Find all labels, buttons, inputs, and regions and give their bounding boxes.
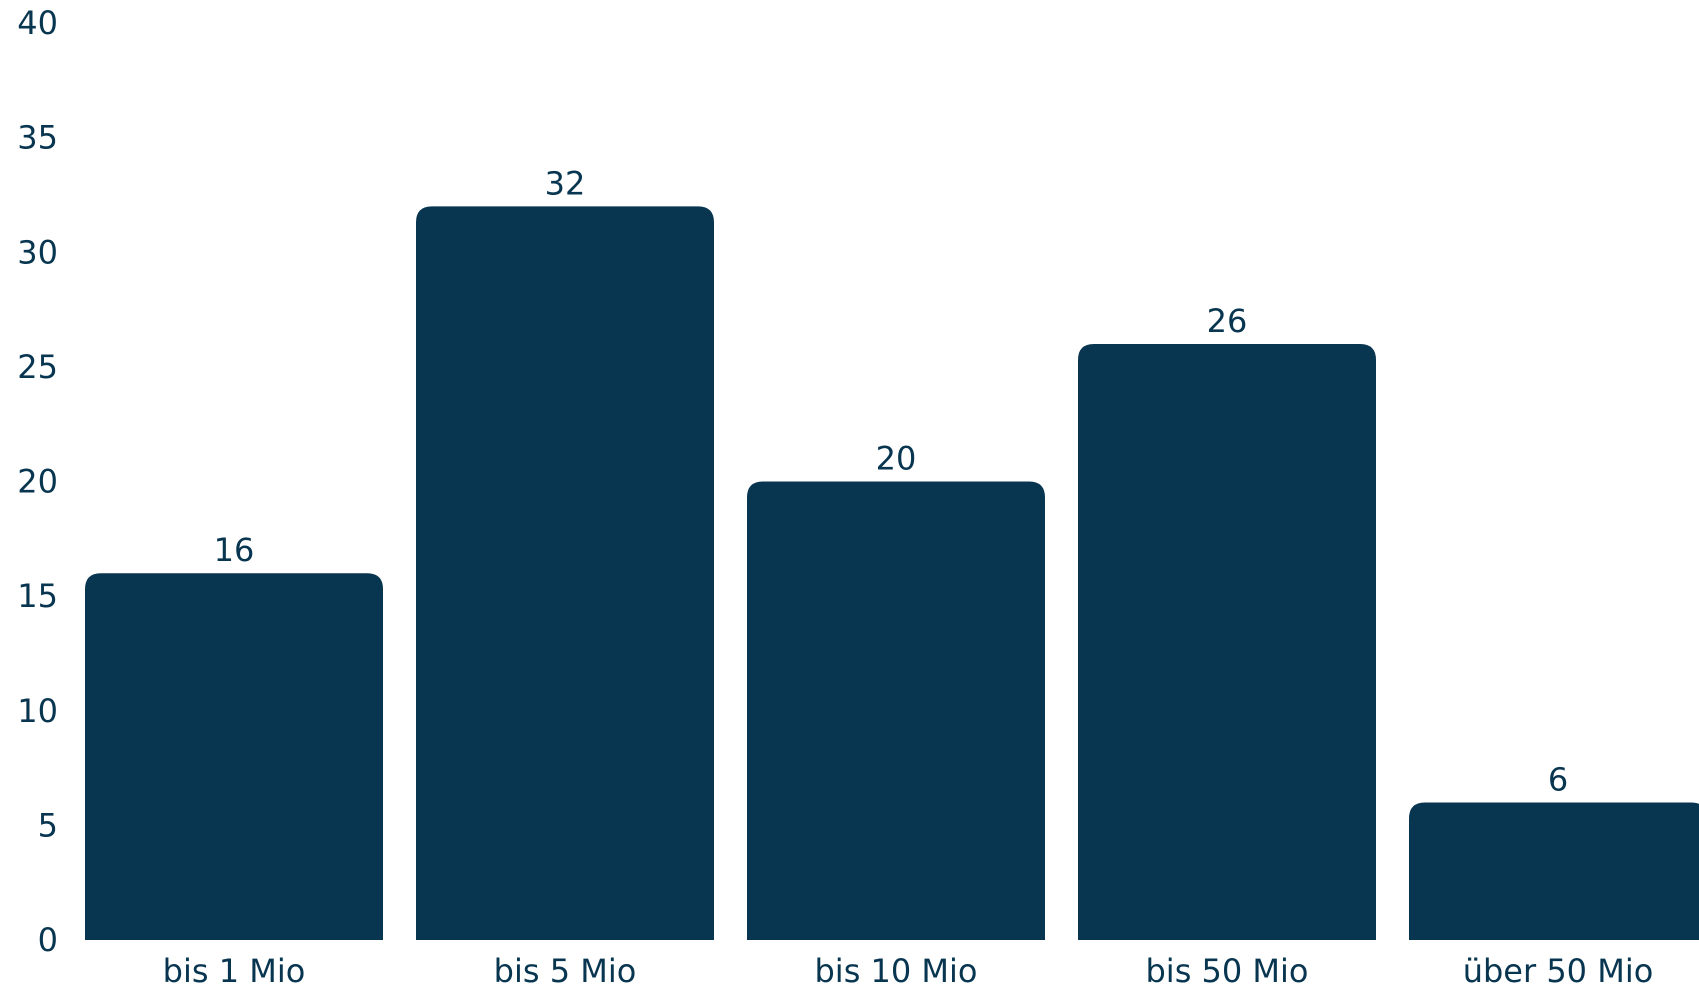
bar-series <box>85 206 1699 940</box>
bar-value-label: 20 <box>876 440 917 478</box>
y-axis: 0 5 10 15 20 25 30 35 40 <box>17 4 58 959</box>
y-tick-label: 25 <box>17 348 58 386</box>
y-tick-label: 35 <box>17 119 58 157</box>
bar-value-label: 26 <box>1207 302 1248 340</box>
bar <box>416 206 714 940</box>
x-category-label: bis 10 Mio <box>814 952 977 990</box>
bar-value-label: 32 <box>545 164 586 202</box>
y-tick-label: 5 <box>38 806 58 844</box>
y-tick-label: 15 <box>17 577 58 615</box>
bar-value-label: 16 <box>214 531 255 569</box>
y-tick-label: 20 <box>17 463 58 501</box>
bar <box>1409 802 1699 940</box>
y-tick-label: 0 <box>38 921 58 959</box>
y-tick-label: 10 <box>17 692 58 730</box>
x-category-label: bis 5 Mio <box>494 952 637 990</box>
x-category-label: über 50 Mio <box>1463 952 1654 990</box>
bar <box>747 481 1045 940</box>
bar-value-label: 6 <box>1548 760 1568 798</box>
x-axis: bis 1 Mio bis 5 Mio bis 10 Mio bis 50 Mio üb… <box>163 952 1654 990</box>
x-category-label: bis 50 Mio <box>1145 952 1308 990</box>
bar <box>1078 343 1376 940</box>
x-category-label: bis 1 Mio <box>163 952 306 990</box>
data-labels: 16 32 20 26 6 <box>214 164 1569 798</box>
bar <box>85 573 383 940</box>
y-tick-label: 30 <box>17 233 58 271</box>
y-tick-label: 40 <box>17 4 58 42</box>
